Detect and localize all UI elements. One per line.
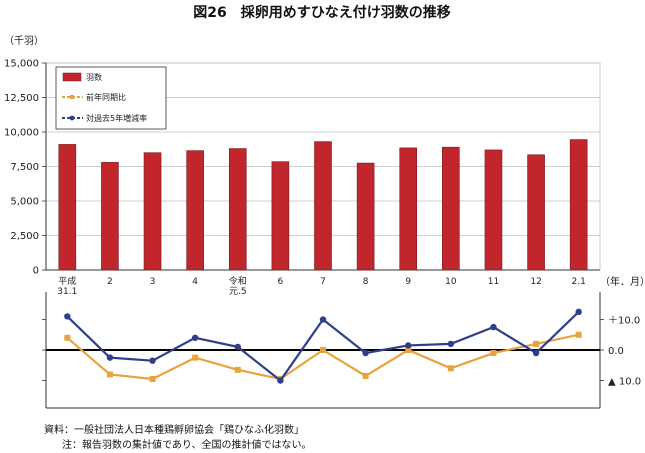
source-note: 資料：一般社団法人日本種鶏孵卵協会「鶏ひなふ化羽数」 — [44, 423, 304, 436]
yoy-marker — [362, 372, 369, 379]
x-tick-label: 7 — [320, 277, 326, 287]
bar — [101, 162, 119, 271]
x-tick-label: 11 — [488, 277, 499, 287]
yoy-marker — [149, 376, 156, 382]
x-tick-labels: 平成 31.1 2 3 4 令和元.5 6 7 8 9 10 11 12 2.1 — [57, 275, 586, 297]
x-tick-label: 6 — [278, 277, 284, 287]
y-axis-unit-label: （千羽） — [4, 35, 44, 47]
bar — [527, 154, 545, 271]
avg5-marker — [234, 343, 241, 351]
legend-label: 前年同期比 — [86, 92, 126, 102]
bar — [399, 147, 418, 271]
avg5-marker — [277, 377, 284, 384]
yoy-marker — [533, 340, 540, 347]
legend-swatch-yoy-marker — [70, 95, 74, 99]
y-tick-label: 2,500 — [10, 231, 39, 242]
y-tick-label: 15,000 — [4, 59, 39, 70]
footnote: 注：報告羽数の集計値であり、全国の推計値ではない。 — [62, 438, 312, 451]
bar — [356, 162, 375, 271]
x-tick-label: 平成 31.1 — [57, 275, 77, 297]
yoy-marker — [575, 331, 582, 338]
avg5-marker — [405, 342, 412, 349]
right-axis-tick-label: 0.0 — [608, 346, 624, 357]
avg5-marker — [447, 340, 455, 348]
yoy-marker — [447, 365, 454, 372]
avg5-marker — [490, 323, 497, 331]
yoy-marker — [490, 350, 497, 357]
avg5-marker — [149, 357, 156, 364]
y-tick-label: 5,000 — [10, 197, 39, 208]
bar — [186, 150, 204, 271]
x-tick-label: 4 — [192, 277, 198, 287]
bar — [314, 141, 332, 271]
yoy-marker — [64, 334, 71, 341]
yoy-marker — [405, 347, 412, 353]
bar — [569, 139, 588, 271]
yoy-series-line — [66, 333, 579, 381]
yoy-marker — [234, 366, 241, 373]
bar — [58, 144, 77, 271]
y-tick-label: 0 — [33, 266, 39, 277]
avg5-marker — [191, 334, 199, 341]
x-tick-label-line: 元.5 — [229, 287, 247, 297]
yoy-marker — [320, 347, 326, 353]
y-tick-label: 7,500 — [10, 162, 39, 173]
x-tick-label: 2.1 — [572, 277, 586, 287]
bar — [484, 149, 503, 271]
x-tick-label: 12 — [530, 277, 541, 287]
legend-label: 対過去5年増減率 — [86, 113, 147, 123]
yoy-marker — [106, 371, 113, 378]
avg5-marker — [64, 313, 71, 320]
right-axis-tick-label: ▲ 10.0 — [608, 377, 641, 388]
right-axis-tick-label: ＋10.0 — [608, 315, 640, 326]
legend-swatch-avg5-marker — [69, 115, 75, 121]
avg5-marker — [532, 349, 540, 357]
avg5-marker — [106, 354, 114, 361]
line-panel: ＋10.0 0.0 ▲ 10.0 — [42, 292, 641, 409]
x-tick-label-line: 令和 — [229, 275, 247, 287]
bar — [228, 148, 247, 271]
x-tick-label: 9 — [405, 277, 411, 287]
yoy-marker — [192, 354, 199, 361]
x-tick-label: 2 — [107, 277, 113, 287]
bar — [143, 152, 162, 271]
bar — [442, 146, 460, 271]
x-tick-label: 令和元.5 — [229, 275, 247, 297]
legend-swatch-bar — [62, 72, 82, 82]
x-tick-label: 8 — [363, 277, 369, 287]
x-tick-label: 10 — [445, 277, 457, 287]
avg5-marker — [319, 316, 327, 323]
y-tick-label: 10,000 — [4, 128, 39, 139]
bar — [271, 161, 290, 271]
x-tick-label-line: 31.1 — [57, 287, 77, 297]
legend-label: 羽数 — [86, 72, 102, 82]
x-axis-unit-label: （年．月） — [600, 275, 645, 288]
chart-title: 図26 採卵用めすひなえ付け羽数の推移 — [193, 4, 450, 21]
y-tick-label: 12,500 — [4, 93, 39, 104]
x-tick-label: 3 — [150, 277, 156, 287]
bar-panel: 0 2,500 5,000 7,500 10,000 12,500 15,000 — [4, 59, 601, 277]
avg5-marker — [362, 349, 369, 357]
avg5-marker — [575, 308, 582, 316]
x-tick-label-line: 平成 — [58, 275, 76, 287]
